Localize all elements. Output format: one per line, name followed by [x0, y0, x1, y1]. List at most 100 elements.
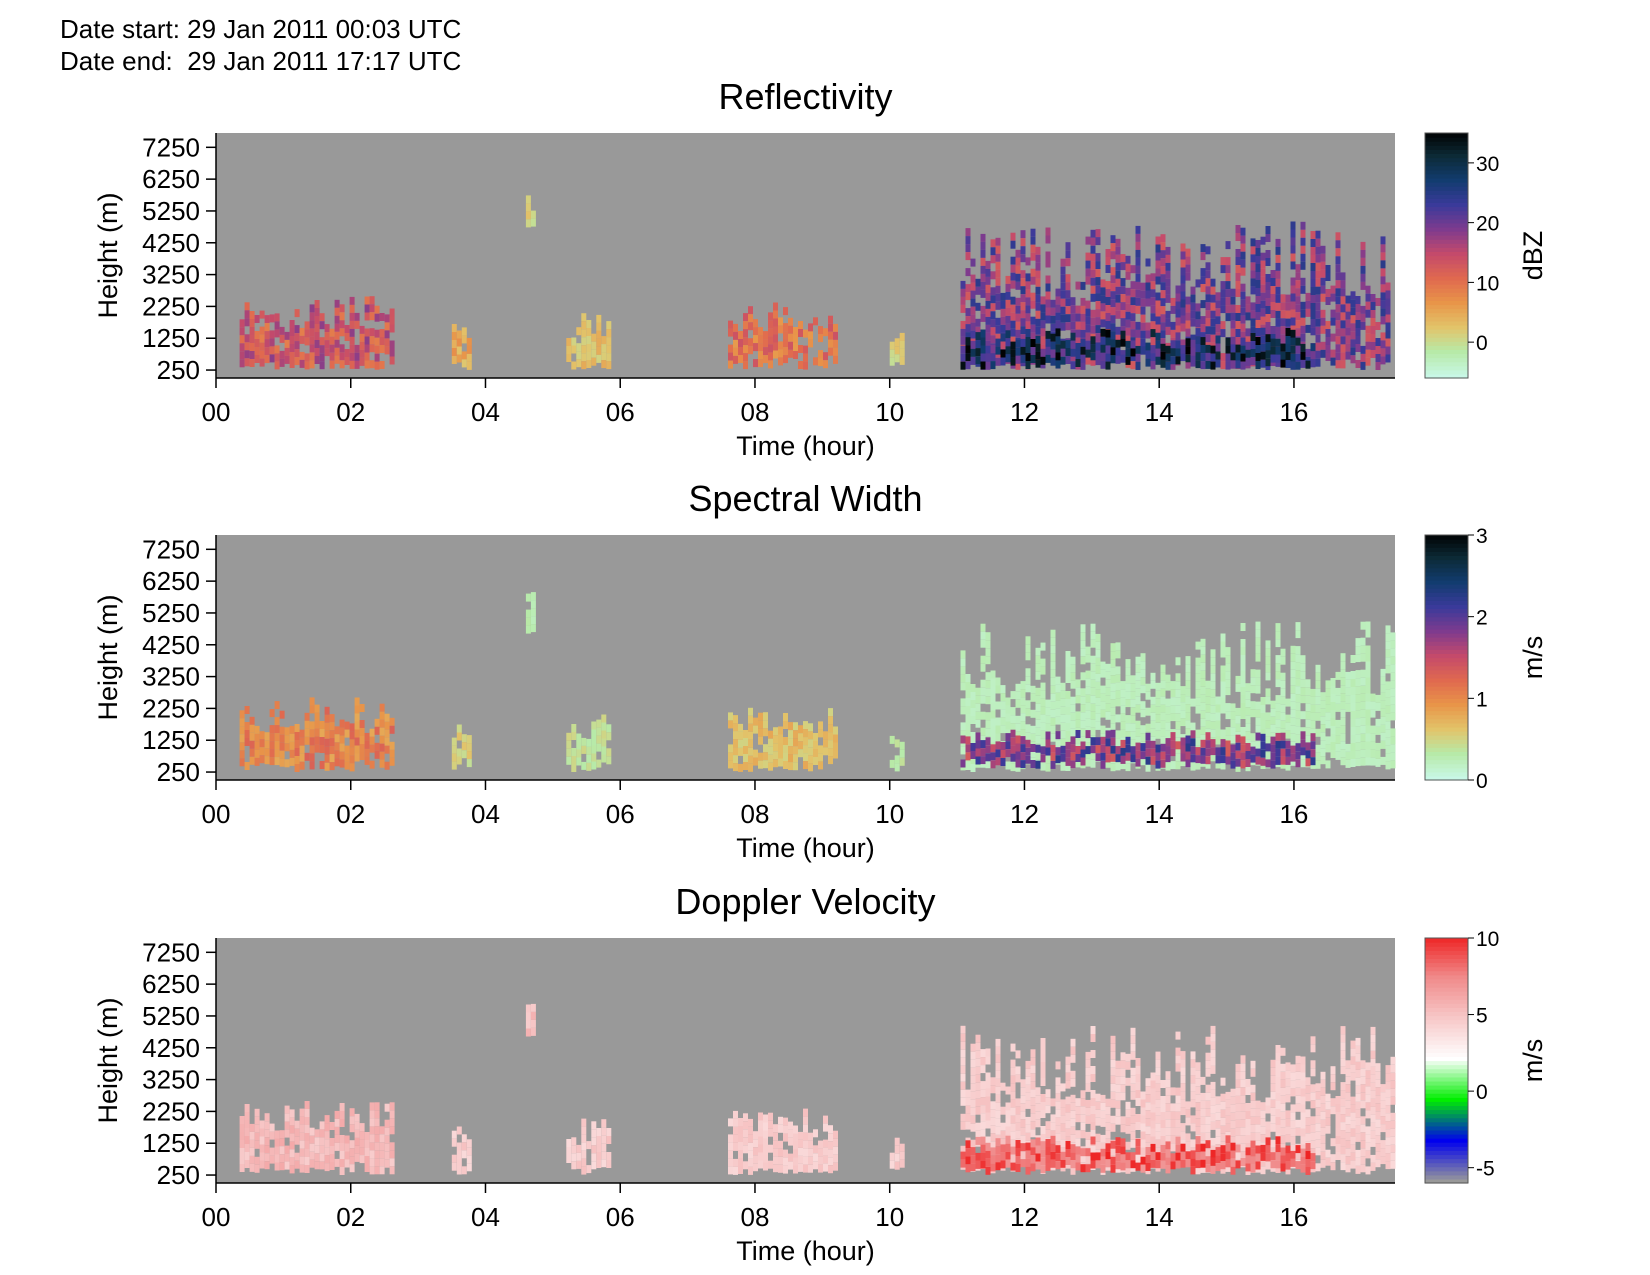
echo-cell: [1065, 250, 1071, 259]
echo-cell: [965, 361, 971, 370]
colorbar-segment: [1425, 133, 1468, 138]
echo-cell: [1380, 1092, 1386, 1101]
echo-cell: [1385, 290, 1391, 299]
echo-cell: [1220, 1093, 1226, 1102]
echo-cell: [1340, 1050, 1346, 1059]
echo-cell: [1325, 265, 1331, 273]
echo-cell: [1050, 669, 1056, 678]
echo-cell: [1285, 328, 1291, 336]
echo-cell: [1095, 705, 1101, 714]
echo-cell: [733, 1158, 738, 1167]
echo-cell: [1050, 323, 1056, 332]
echo-cell: [1230, 1112, 1236, 1121]
echo-cell: [339, 312, 345, 321]
echo-cell: [1155, 698, 1161, 707]
echo-cell: [753, 1139, 758, 1148]
echo-cell: [1060, 722, 1066, 731]
echo-cell: [803, 721, 808, 730]
colorbar-segment: [1425, 141, 1468, 146]
echo-cell: [1095, 753, 1101, 762]
echo-cell: [965, 284, 971, 293]
echo-cell: [1110, 283, 1116, 292]
echo-cell: [389, 749, 395, 758]
echo-cell: [1115, 262, 1121, 271]
echo-cell: [1380, 268, 1386, 277]
echo-cell: [1205, 310, 1211, 319]
echo-cell: [990, 295, 996, 304]
echo-cell: [985, 1104, 991, 1113]
echo-cell: [1355, 1157, 1361, 1166]
echo-cell: [1270, 752, 1276, 761]
echo-cell: [823, 739, 828, 748]
echo-cell: [329, 336, 335, 345]
echo-cell: [1220, 689, 1226, 698]
echo-cell: [975, 1058, 981, 1067]
echo-cell: [279, 1138, 285, 1147]
panel-0: Reflectivity2501250225032504250525062507…: [93, 76, 1548, 461]
echo-cell: [1140, 709, 1146, 718]
echo-cell: [1345, 695, 1351, 704]
echo-cell: [259, 310, 265, 319]
echo-cell: [244, 310, 250, 319]
echo-cell: [1095, 673, 1101, 682]
echo-cell: [1010, 264, 1016, 273]
echo-cell: [319, 1121, 325, 1130]
echo-cell: [1130, 754, 1136, 763]
echo-cell: [249, 327, 255, 335]
echo-cell: [1205, 344, 1211, 353]
echo-cell: [1075, 759, 1081, 768]
echo-cell: [1235, 265, 1241, 273]
echo-cell: [1375, 1087, 1381, 1096]
echo-cell: [1370, 302, 1376, 310]
echo-cell: [1145, 1142, 1151, 1151]
echo-cell: [813, 733, 818, 741]
echo-cell: [1020, 1079, 1026, 1088]
echo-cell: [1015, 321, 1021, 330]
echo-cell: [889, 357, 895, 366]
echo-cell: [1035, 1119, 1041, 1128]
echo-cell: [733, 1142, 738, 1151]
echo-cell: [753, 343, 758, 352]
echo-cell: [1140, 314, 1146, 323]
echo-cell: [334, 331, 340, 340]
echo-cell: [1165, 1135, 1171, 1144]
echo-cell: [369, 360, 375, 369]
echo-cell: [264, 1145, 270, 1154]
echo-cell: [369, 1166, 375, 1175]
echo-cell: [1025, 732, 1031, 741]
echo-cell: [985, 353, 991, 362]
echo-cell: [1225, 1091, 1231, 1100]
echo-cell: [1075, 313, 1081, 322]
echo-cell: [1360, 353, 1366, 362]
echo-cell: [1020, 278, 1026, 287]
echo-cell: [1125, 731, 1131, 740]
echo-cell: [1085, 654, 1091, 663]
echo-cell: [1165, 294, 1171, 303]
echo-cell: [1345, 1124, 1351, 1133]
echo-cell: [1285, 1134, 1291, 1143]
echo-cell: [1075, 711, 1081, 720]
echo-cell: [1230, 336, 1236, 345]
echo-cell: [1200, 1108, 1206, 1117]
echo-cell: [1070, 1102, 1076, 1111]
echo-cell: [1320, 285, 1326, 294]
echo-cell: [1120, 681, 1126, 690]
echo-cell: [1285, 698, 1291, 707]
echo-cell: [1095, 657, 1101, 666]
echo-cell: [733, 355, 738, 364]
echo-cell: [1225, 353, 1231, 362]
x-tick-label: 04: [471, 799, 500, 829]
echo-cell: [738, 1150, 743, 1158]
echo-cell: [254, 1156, 260, 1165]
echo-cell: [1200, 670, 1206, 679]
echo-cell: [768, 754, 773, 763]
echo-cell: [833, 1130, 838, 1139]
echo-cell: [975, 1042, 981, 1051]
echo-cell: [738, 739, 743, 748]
echo-cell: [1245, 683, 1251, 692]
echo-cell: [1100, 287, 1106, 296]
echo-cell: [1075, 1130, 1081, 1139]
echo-cell: [1165, 1119, 1171, 1128]
colorbar-tick-label: 20: [1476, 213, 1499, 236]
echo-cell: [1195, 360, 1201, 369]
